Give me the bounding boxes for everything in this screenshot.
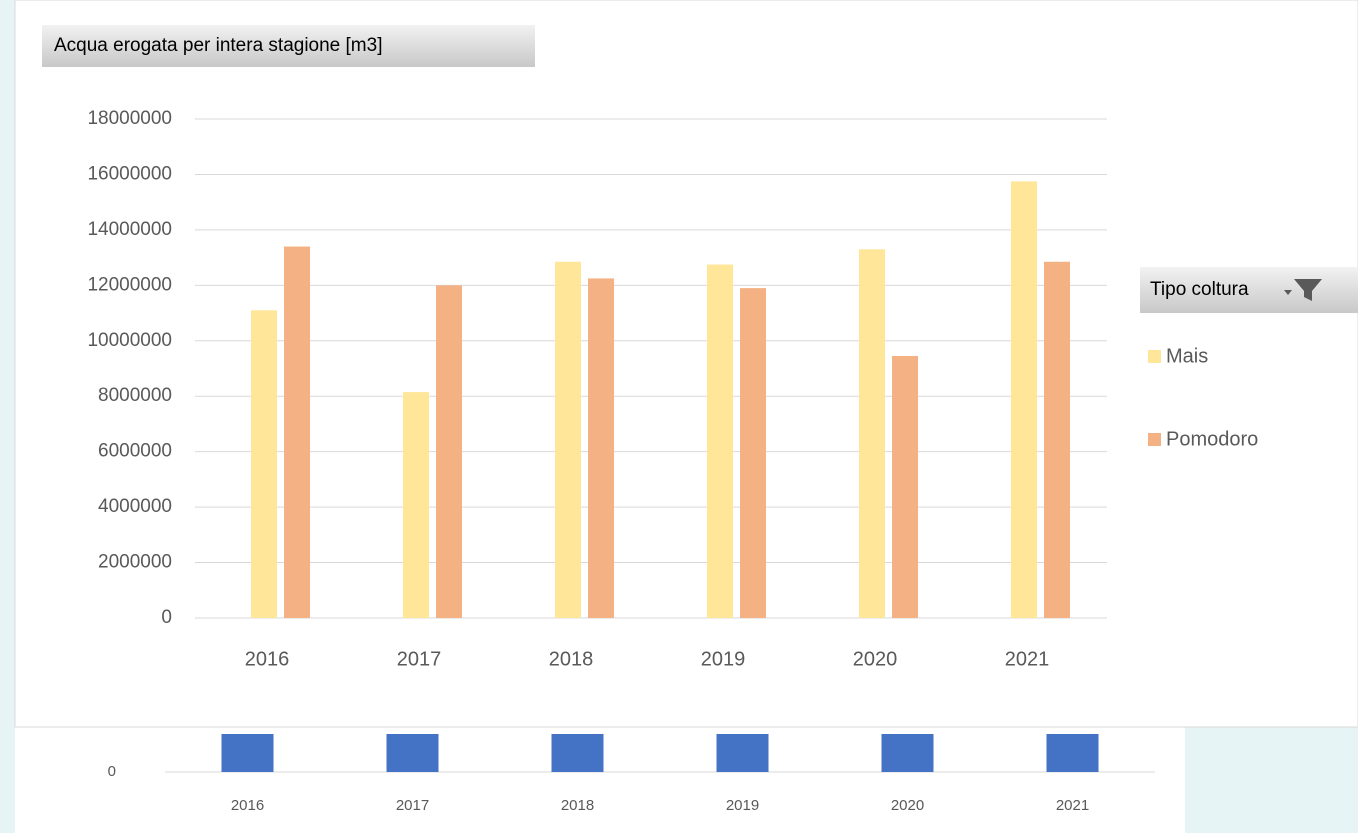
y-tick-label: 16000000 (87, 163, 172, 184)
y-tick-label: 10000000 (87, 330, 172, 351)
bar (859, 249, 885, 619)
legend-label: Mais (1166, 345, 1208, 367)
x-tick-label: 2021 (1056, 797, 1089, 814)
bar (284, 246, 310, 618)
bar (1044, 261, 1070, 618)
bar (716, 734, 769, 772)
bar (740, 288, 766, 618)
x-tick-label: 2021 (1005, 648, 1050, 670)
y-tick-label: 18000000 (87, 108, 172, 129)
bar (403, 392, 429, 618)
title-box[interactable] (42, 25, 535, 67)
x-tick-label: 2018 (561, 797, 594, 814)
y-tick-label: 4000000 (98, 496, 172, 517)
x-tick-label: 2016 (231, 797, 264, 814)
bar (1046, 734, 1099, 772)
x-tick-label: 2017 (396, 797, 429, 814)
x-tick-label: 2020 (853, 648, 898, 670)
x-tick-label: 2020 (891, 797, 924, 814)
chart-area (14, 0, 1358, 728)
legend-title: Tipo coltura (1150, 279, 1249, 300)
bar (551, 734, 604, 772)
x-tick-label: 2016 (245, 648, 290, 670)
bar (1011, 181, 1037, 618)
x-tick-label: 2019 (726, 797, 759, 814)
legend-swatch (1148, 350, 1161, 363)
x-tick-label: 2019 (701, 648, 746, 670)
y-tick-label: 0 (108, 763, 116, 780)
x-tick-label: 2017 (397, 648, 442, 670)
legend-swatch (1148, 433, 1161, 446)
y-tick-label: 6000000 (98, 441, 172, 462)
filter-icon[interactable] (1284, 279, 1322, 301)
chart-title: Acqua erogata per intera stagione [m3] (54, 35, 382, 56)
y-tick-label: 14000000 (87, 219, 172, 240)
bar (707, 264, 733, 618)
bar (386, 734, 439, 772)
bar (881, 734, 934, 772)
y-tick-label: 8000000 (98, 385, 172, 406)
x-tick-label: 2018 (549, 648, 594, 670)
legend-label: Pomodoro (1166, 428, 1258, 450)
bar (436, 285, 462, 618)
bar (588, 278, 614, 618)
bar (555, 261, 581, 618)
y-tick-label: 0 (161, 607, 172, 628)
y-tick-label: 2000000 (98, 552, 172, 573)
bar (892, 356, 918, 618)
y-tick-label: 12000000 (87, 274, 172, 295)
bar (221, 734, 274, 772)
legend-title-box[interactable] (1140, 267, 1358, 313)
bar (251, 310, 277, 618)
